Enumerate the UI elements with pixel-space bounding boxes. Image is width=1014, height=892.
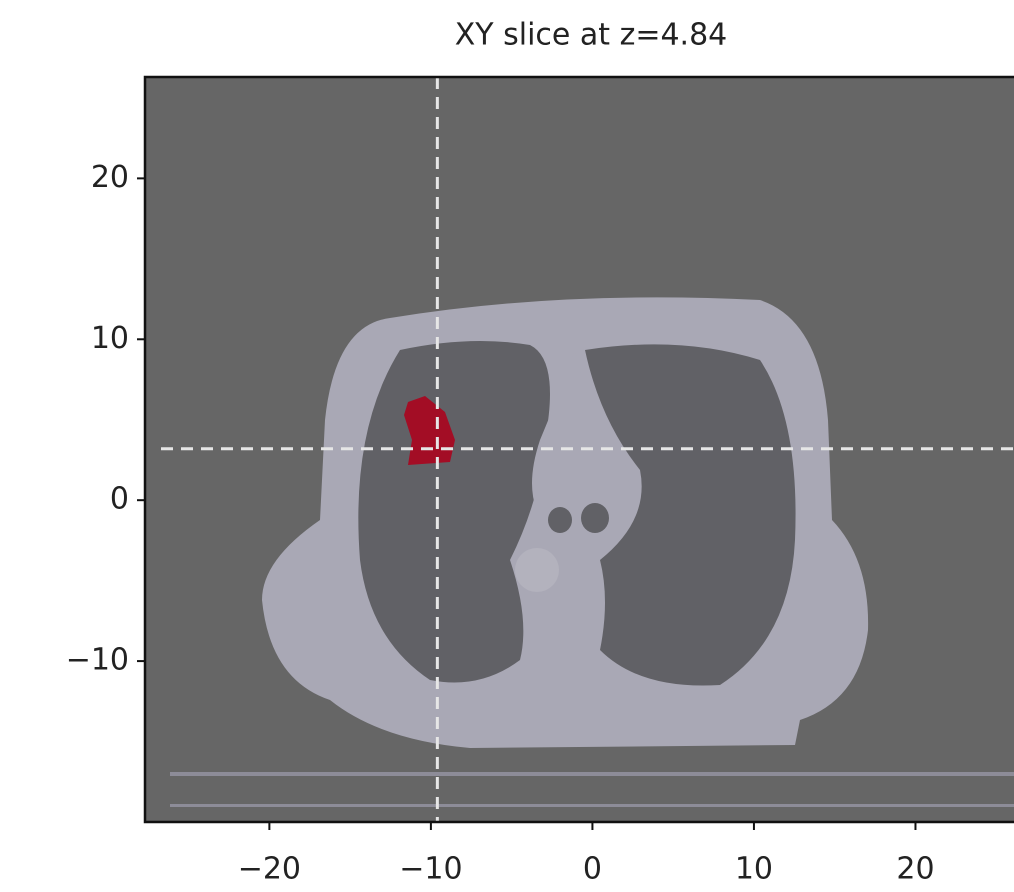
x-tick-label: −20 [238,852,301,887]
x-tick-label: 20 [896,852,934,887]
y-tick-label: 20 [91,160,129,195]
chart-title: XY slice at z=4.84 [455,18,728,53]
airway [548,507,572,533]
left-lung [358,341,550,683]
x-tick-label: 10 [735,852,773,887]
vessel [515,548,559,592]
y-tick-label: −10 [66,643,129,678]
y-tick-label: 0 [110,482,129,517]
chart: XY slice at z=4.84 −20 −10 0 10 20 −10 0 10 20 [0,0,1014,892]
table [170,772,1014,776]
airway [581,503,609,533]
table [170,804,1014,807]
y-tick-label: 10 [91,321,129,356]
x-tick-label: −10 [399,852,462,887]
x-tick-label: 0 [583,852,602,887]
